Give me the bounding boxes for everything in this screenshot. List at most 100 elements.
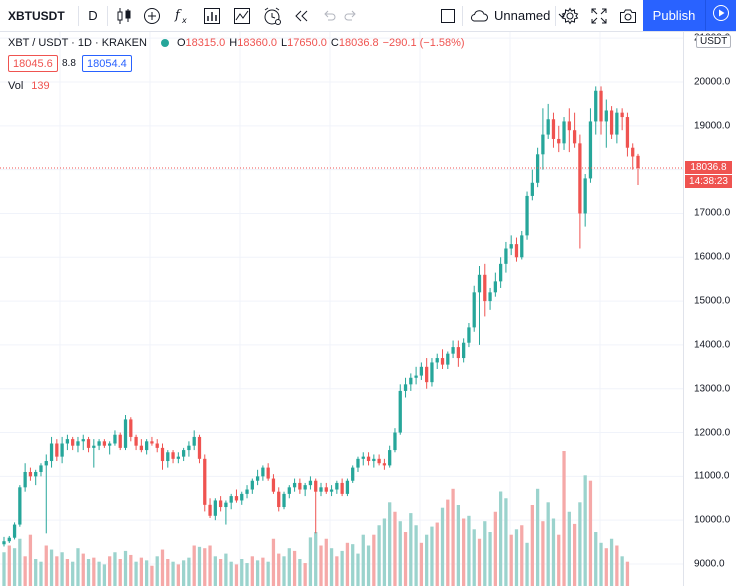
price-tick: 12000.0: [694, 427, 731, 439]
redo-button[interactable]: [340, 0, 362, 31]
volume-bar: [49, 549, 54, 586]
volume-bar: [335, 556, 339, 586]
candle-body: [277, 491, 281, 508]
candle-body: [224, 502, 228, 508]
volume-bar: [435, 522, 439, 586]
layout-button[interactable]: [436, 0, 460, 31]
alerts-button[interactable]: [228, 0, 256, 31]
volume-bar: [171, 561, 175, 586]
fullscreen-button[interactable]: [586, 0, 612, 31]
candle-body: [361, 456, 365, 459]
volume-bar: [213, 556, 217, 586]
candle-body: [7, 537, 11, 542]
price-tick: 15000.0: [694, 295, 731, 307]
spread-value: 8.8: [62, 58, 76, 69]
volume-bar: [403, 532, 408, 586]
candle-body: [176, 456, 180, 459]
volume-bar: [187, 557, 191, 586]
currency-badge[interactable]: USDT: [696, 35, 732, 48]
candle-body: [292, 482, 297, 488]
volume-bar: [530, 505, 534, 586]
volume-bar: [108, 556, 112, 586]
volume-bar: [329, 548, 334, 586]
candle-body: [567, 121, 571, 131]
symbol-search-button[interactable]: XBTUSDT: [8, 8, 65, 23]
cloud-icon: [469, 8, 489, 24]
candle-body: [187, 445, 191, 451]
replay-button[interactable]: [288, 0, 316, 31]
volume-bar: [277, 553, 281, 586]
volume-bar: [504, 498, 508, 586]
volume-bar: [340, 550, 344, 586]
candle-body: [393, 432, 397, 451]
candle-body: [203, 458, 207, 505]
candle-body: [12, 524, 17, 538]
publish-options-button[interactable]: [705, 0, 736, 31]
volume-bar: [398, 521, 402, 586]
candle-body: [335, 482, 339, 490]
volume-bar: [425, 534, 429, 586]
candle-body: [213, 500, 217, 516]
snapshot-button[interactable]: [615, 0, 641, 31]
interval-button[interactable]: D: [88, 8, 98, 23]
volume-bar: [250, 556, 254, 586]
volume-bar: [509, 534, 513, 586]
candle-body: [166, 452, 170, 462]
volume-bar: [567, 511, 571, 586]
candle-body: [108, 443, 112, 446]
candle-body: [541, 134, 545, 155]
candles-icon: [116, 7, 132, 25]
candle-body: [594, 90, 598, 122]
low-value: 17650.0: [287, 37, 327, 49]
candle-body: [308, 480, 313, 486]
volume-bar: [28, 534, 33, 586]
candle-body: [493, 281, 497, 293]
volume-bar: [7, 545, 11, 586]
replay-icon: [293, 7, 311, 25]
candle-body: [44, 461, 48, 466]
price-axis[interactable]: 21000.020000.019000.018000.017000.016000…: [683, 32, 736, 586]
alert-button[interactable]: [258, 0, 286, 31]
volume-bar: [377, 525, 381, 586]
volume-bar: [2, 552, 6, 586]
chart-type-button[interactable]: [110, 0, 138, 31]
price-chart[interactable]: [0, 32, 683, 586]
toolbar-divider: [78, 6, 79, 26]
volume-bar: [615, 545, 619, 586]
low-label: L: [281, 37, 288, 49]
candle-body: [340, 482, 344, 494]
volume-bar: [192, 545, 196, 586]
sell-price-button[interactable]: 18045.6: [8, 55, 58, 72]
volume-bar: [620, 556, 624, 586]
candle-body: [113, 434, 117, 444]
countdown-label: 14:38:23: [685, 175, 732, 189]
candle-body: [234, 496, 239, 501]
compare-button[interactable]: [138, 0, 166, 31]
volume-bar: [520, 525, 524, 586]
candle-body: [92, 445, 96, 448]
layout-square-icon: [440, 8, 456, 24]
volume-bar: [430, 526, 434, 586]
legend-symbol[interactable]: XBT / USDT · 1D · KRAKEN: [8, 37, 147, 49]
templates-button[interactable]: [198, 0, 226, 31]
toolbar-divider: [555, 6, 556, 26]
publish-button[interactable]: Publish: [643, 0, 705, 31]
buy-price-button[interactable]: 18054.4: [82, 55, 132, 72]
save-layout-button[interactable]: Unnamed: [465, 0, 566, 31]
candle-body: [23, 471, 27, 488]
volume-bar: [308, 537, 313, 586]
candle-body: [208, 504, 212, 516]
volume-bar: [266, 561, 270, 586]
volume-bar: [361, 534, 365, 586]
candle-body: [245, 489, 249, 494]
volume-bar: [388, 502, 392, 586]
settings-button[interactable]: [557, 0, 583, 31]
candle-body: [504, 248, 508, 264]
candle-body: [160, 447, 165, 462]
candle-body: [462, 342, 466, 359]
candle-body: [425, 366, 429, 383]
candle-body: [467, 327, 471, 343]
layout-name: Unnamed: [494, 8, 551, 23]
undo-button[interactable]: [318, 0, 340, 31]
